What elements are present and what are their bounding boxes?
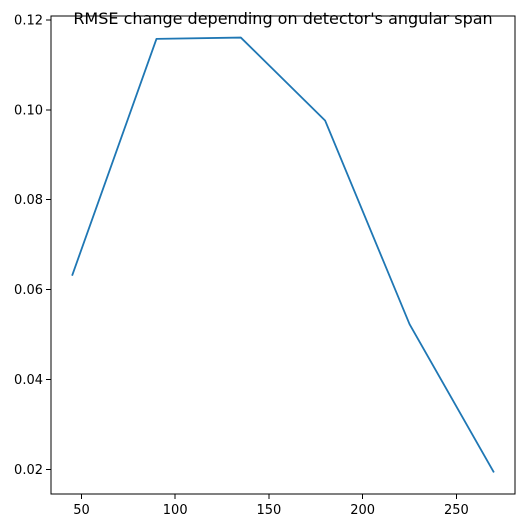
x-tick-label: 50 [73, 503, 90, 518]
y-tick-label: 0.08 [14, 193, 43, 208]
x-tick-label: 200 [350, 503, 375, 518]
x-tick-label: 100 [163, 503, 188, 518]
x-axis: 50 100 150 200 250 [73, 494, 469, 518]
y-tick-label: 0.12 [14, 14, 43, 29]
y-tick-label: 0.06 [14, 283, 43, 298]
y-tick-label: 0.04 [14, 373, 43, 388]
series-line [71, 36, 495, 473]
x-tick-label: 250 [444, 503, 469, 518]
y-tick-label: 0.02 [14, 463, 43, 478]
chart-title: RMSE change depending on detector's angu… [73, 9, 492, 28]
plot-area: 50 100 150 200 250 0.02 0.04 0.06 0.08 0.10 0.12 [14, 14, 516, 518]
x-tick-label: 150 [257, 503, 282, 518]
series-layer [71, 36, 495, 473]
y-axis: 0.02 0.04 0.06 0.08 0.10 0.12 [14, 14, 51, 478]
plot-frame [50, 15, 516, 495]
y-tick-label: 0.10 [14, 103, 43, 118]
